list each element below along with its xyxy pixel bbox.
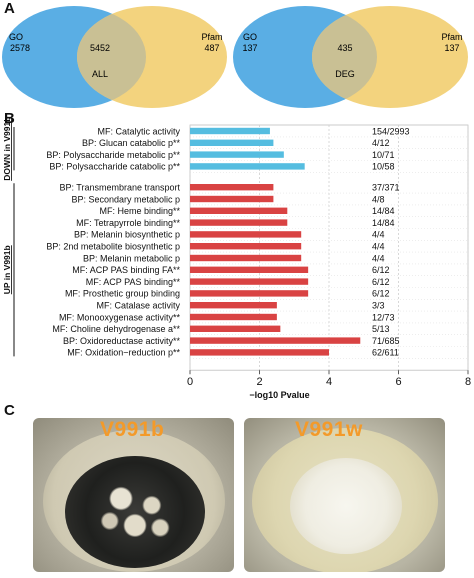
x-tick-label: 6 — [395, 376, 401, 388]
category-label: MF: Catalase activity — [96, 301, 180, 311]
ratio-label: 6/12 — [372, 277, 390, 287]
venn-center-label: DEG — [335, 69, 355, 79]
category-label: MF: ACP PAS binding FA** — [72, 265, 180, 275]
ratio-label: 4/4 — [372, 242, 385, 252]
colony-v991w — [290, 458, 402, 554]
ratio-label: 154/2993 — [372, 126, 410, 136]
venn-center-label: ALL — [92, 69, 108, 79]
category-label: MF: Choline dehydrogenase a** — [52, 324, 180, 334]
ratio-label: 4/8 — [372, 194, 385, 204]
ratio-label: 14/84 — [372, 206, 395, 216]
category-label: MF: Prosthetic group binding — [65, 289, 180, 299]
ratio-label: 6/12 — [372, 265, 390, 275]
venn-overlap-value: 435 — [337, 43, 352, 53]
ratio-label: 71/685 — [372, 336, 400, 346]
bar — [190, 163, 305, 170]
venn-overlap-value: 5452 — [90, 43, 110, 53]
category-label: MF: Heme binding** — [99, 206, 180, 216]
bar — [190, 290, 309, 297]
category-label: MF: Oxidation−reduction p** — [67, 348, 180, 358]
venn-all: GO 2578 5452 Pfam 487 ALL — [2, 6, 227, 108]
group-label: UP in V991b — [2, 245, 12, 294]
ratio-label: 4/4 — [372, 230, 385, 240]
category-label: MF: Monooxygenase activity** — [59, 312, 181, 322]
bar — [190, 302, 277, 309]
category-label: BP: Oxidoreductase activity** — [63, 336, 181, 346]
bar — [190, 325, 281, 332]
category-label: MF: ACP PAS binding** — [86, 277, 181, 287]
ratio-label: 12/73 — [372, 312, 395, 322]
colony-v991b — [65, 456, 205, 568]
category-label: MF: Catalytic activity — [97, 126, 180, 136]
category-label: BP: Glucan catabolic p** — [82, 138, 181, 148]
category-label: BP: Polysaccharide metabolic p** — [46, 150, 180, 160]
bar — [190, 266, 309, 273]
venn-pfam-label: Pfam — [441, 32, 462, 42]
bar — [190, 349, 329, 356]
bar — [190, 254, 302, 262]
venn-go-label: GO — [9, 32, 23, 42]
photo-v991b — [33, 418, 234, 572]
bar — [190, 184, 274, 191]
ratio-label: 6/12 — [372, 289, 390, 299]
bar — [190, 313, 277, 321]
category-label: MF: Tetrapyrrole binding** — [76, 218, 180, 228]
venn-go-value: 137 — [242, 43, 257, 53]
category-label: BP: Secondary metabolic p — [71, 194, 180, 204]
strain-label-v991w: V991w — [295, 418, 363, 441]
ratio-label: 10/71 — [372, 150, 395, 160]
venn-overlap — [312, 6, 377, 108]
venn-overlap — [77, 6, 146, 108]
ratio-label: 14/84 — [372, 218, 395, 228]
bar — [190, 139, 274, 146]
panel-a-letter: A — [4, 0, 15, 17]
venn-deg: GO 137 435 Pfam 137 DEG — [233, 6, 468, 108]
ratio-label: 37/371 — [372, 183, 400, 193]
bar — [190, 219, 288, 226]
venn-pfam-value: 487 — [204, 43, 219, 53]
ratio-label: 5/13 — [372, 324, 390, 334]
x-tick-label: 2 — [256, 376, 262, 388]
bar — [190, 337, 361, 344]
ratio-label: 62/611 — [372, 348, 399, 358]
category-label: BP: Melanin metabolic p — [83, 253, 180, 263]
ratio-label: 10/58 — [372, 162, 395, 172]
category-label: BP: 2nd metabolite biosynthetic p — [46, 242, 180, 252]
venn-pfam-label: Pfam — [201, 32, 222, 42]
bar — [190, 151, 284, 158]
category-label: BP: Transmembrane transport — [59, 183, 180, 193]
bar — [190, 195, 274, 203]
ratio-label: 4/4 — [372, 253, 385, 263]
go-enrichment-bar-chart: MF: Catalytic activity 154/2993 BP: Glucan… — [2, 117, 471, 401]
bar — [190, 278, 309, 285]
bar — [190, 207, 288, 214]
bar — [190, 231, 302, 238]
venn-go-value: 2578 — [10, 43, 30, 53]
category-label: BP: Polysaccharide catabolic p** — [49, 162, 180, 172]
category-label: BP: Melanin biosynthetic p — [74, 230, 180, 240]
x-tick-label: 0 — [187, 376, 193, 388]
venn-diagrams: GO 2578 5452 Pfam 487 ALL GO 137 435 Pfa… — [2, 6, 468, 108]
bar — [190, 243, 302, 250]
venn-go-label: GO — [243, 32, 257, 42]
panel-b-letter: B — [4, 110, 15, 127]
ratio-label: 3/3 — [372, 301, 385, 311]
ratio-label: 4/12 — [372, 138, 390, 148]
photo-v991w — [244, 418, 445, 572]
strain-label-v991b: V991b — [100, 418, 165, 441]
x-axis-label: −log10 Pvalue — [249, 390, 309, 400]
venn-pfam-value: 137 — [444, 43, 459, 53]
panel-c-letter: C — [4, 402, 15, 419]
group-label: DOWN in V991b — [2, 117, 12, 181]
x-tick-label: 4 — [326, 376, 332, 388]
bar — [190, 127, 270, 135]
x-tick-label: 8 — [465, 376, 471, 388]
